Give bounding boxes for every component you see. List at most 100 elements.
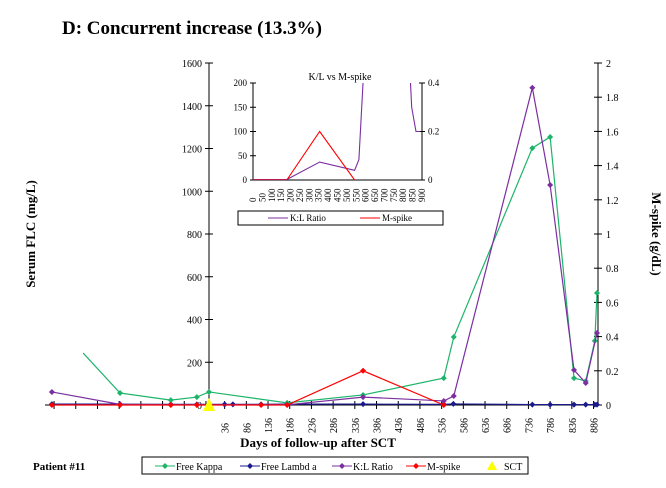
x-tick-label: 636 bbox=[481, 418, 492, 433]
data-point bbox=[193, 402, 200, 408]
data-point bbox=[529, 84, 536, 91]
series-line bbox=[82, 135, 598, 404]
x-tick-label: 686 bbox=[503, 418, 514, 433]
x-tick-label: 586 bbox=[459, 418, 470, 433]
inset-legend-box bbox=[237, 210, 444, 226]
inset-series-line bbox=[253, 130, 356, 180]
inset-x-tick-label: 500 bbox=[342, 188, 352, 202]
y-tick-label: 1200 bbox=[182, 145, 202, 156]
legend-marker bbox=[162, 463, 168, 469]
data-point bbox=[582, 401, 589, 408]
data-point bbox=[206, 388, 212, 395]
inset-x-tick-label: 150 bbox=[276, 188, 286, 202]
data-point bbox=[258, 402, 265, 408]
x-tick-label: 736 bbox=[524, 418, 535, 433]
y2-tick-label: 1.2 bbox=[606, 196, 619, 207]
legend-label: Free Kappa bbox=[176, 462, 223, 473]
y-tick-label: 200 bbox=[187, 358, 202, 369]
inset-y2-tick-label: 0.2 bbox=[428, 127, 439, 137]
inset-x-tick-label: 800 bbox=[398, 188, 408, 202]
data-point bbox=[529, 401, 536, 408]
x-tick-label: 486 bbox=[416, 418, 427, 433]
footer-label: Patient #11 bbox=[33, 461, 85, 473]
data-point bbox=[570, 366, 577, 373]
x-tick-label: 286 bbox=[329, 418, 340, 433]
data-point bbox=[440, 402, 447, 408]
data-point bbox=[167, 402, 174, 408]
data-point bbox=[450, 400, 457, 407]
inset-x-tick-label: 350 bbox=[314, 188, 324, 202]
data-point bbox=[570, 401, 577, 408]
sct-marker bbox=[203, 398, 215, 411]
y2-tick-label: 0.8 bbox=[606, 264, 619, 275]
y-tick-label: 1000 bbox=[182, 187, 202, 198]
inset-x-tick-label: 750 bbox=[389, 188, 399, 202]
x-tick-label: 786 bbox=[546, 418, 557, 433]
inset-x-tick-label: 200 bbox=[286, 188, 296, 202]
data-point bbox=[593, 329, 600, 336]
data-point bbox=[167, 397, 174, 404]
inset-x-tick-label: 300 bbox=[304, 188, 314, 202]
data-point bbox=[529, 145, 536, 152]
series-line bbox=[51, 370, 445, 406]
y2-tick-label: 0.2 bbox=[606, 367, 619, 378]
series-free-kappa bbox=[82, 133, 600, 406]
x-tick-label: 836 bbox=[568, 418, 579, 433]
data-point bbox=[570, 375, 577, 382]
legend-marker bbox=[413, 463, 419, 469]
y2-tick-label: 1.4 bbox=[606, 162, 619, 173]
inset-x-tick-label: 600 bbox=[361, 188, 371, 202]
inset-y-tick-label: 100 bbox=[234, 127, 248, 137]
data-point bbox=[360, 367, 367, 374]
legend-sct-icon bbox=[487, 461, 497, 470]
data-point bbox=[547, 401, 554, 408]
legend-label: K:L Ratio bbox=[353, 462, 393, 473]
y-tick-label: 400 bbox=[187, 316, 202, 327]
legend-label: Free Lambd a bbox=[261, 462, 317, 473]
y2-tick-label: 1 bbox=[606, 230, 611, 241]
inset-x-tick-label: 0 bbox=[248, 197, 258, 202]
data-point bbox=[593, 289, 600, 296]
inset-y-tick-label: 0 bbox=[243, 175, 248, 185]
y-tick-label: 1600 bbox=[182, 59, 202, 70]
y-tick-label: 600 bbox=[187, 273, 202, 284]
inset-legend-label: M-spike bbox=[382, 213, 412, 223]
inset-title: K/L vs M-spike bbox=[309, 72, 373, 83]
y2-tick-label: 0.4 bbox=[606, 333, 619, 344]
inset-x-tick-label: 400 bbox=[323, 188, 333, 202]
data-point bbox=[593, 401, 600, 408]
inset-y2-tick-label: 0.4 bbox=[428, 78, 440, 88]
inset-x-tick-label: 450 bbox=[333, 188, 343, 202]
data-point bbox=[284, 402, 291, 408]
data-point bbox=[450, 334, 457, 341]
x-tick-label: 236 bbox=[307, 418, 318, 433]
x-axis-label: Days of follow-up after SCT bbox=[240, 435, 396, 450]
inset-y2-tick-label: 0 bbox=[428, 175, 433, 185]
data-point bbox=[117, 390, 124, 397]
y-tick-label: 0 bbox=[197, 401, 202, 412]
inset-legend-label: K:L Ratio bbox=[290, 213, 326, 223]
inset-series-line bbox=[253, 83, 420, 180]
inset-x-tick-label: 650 bbox=[370, 188, 380, 202]
inset-y-tick-label: 200 bbox=[234, 78, 248, 88]
data-point bbox=[547, 182, 554, 189]
data-point bbox=[48, 402, 55, 408]
data-point bbox=[117, 402, 124, 408]
y-axis-label: Serum FLC (mg/L) bbox=[23, 180, 38, 288]
x-tick-label: 336 bbox=[351, 418, 362, 433]
chart-title: D: Concurrent increase (13.3%) bbox=[62, 18, 322, 39]
inset-x-tick-label: 900 bbox=[417, 188, 427, 202]
series-m-spike bbox=[48, 367, 447, 408]
data-point bbox=[440, 397, 447, 404]
data-point bbox=[450, 393, 457, 400]
inset-x-tick-label: 850 bbox=[408, 188, 418, 202]
data-point bbox=[582, 379, 589, 386]
x-tick-label: 136 bbox=[264, 418, 275, 433]
y2-axis-label: M-spike (g/dL) bbox=[649, 192, 664, 275]
data-point bbox=[193, 394, 200, 401]
inset-x-tick-label: 700 bbox=[379, 188, 389, 202]
x-tick-label: 436 bbox=[394, 418, 405, 433]
x-tick-label: 886 bbox=[590, 418, 601, 433]
inset-y-tick-label: 50 bbox=[238, 151, 248, 161]
